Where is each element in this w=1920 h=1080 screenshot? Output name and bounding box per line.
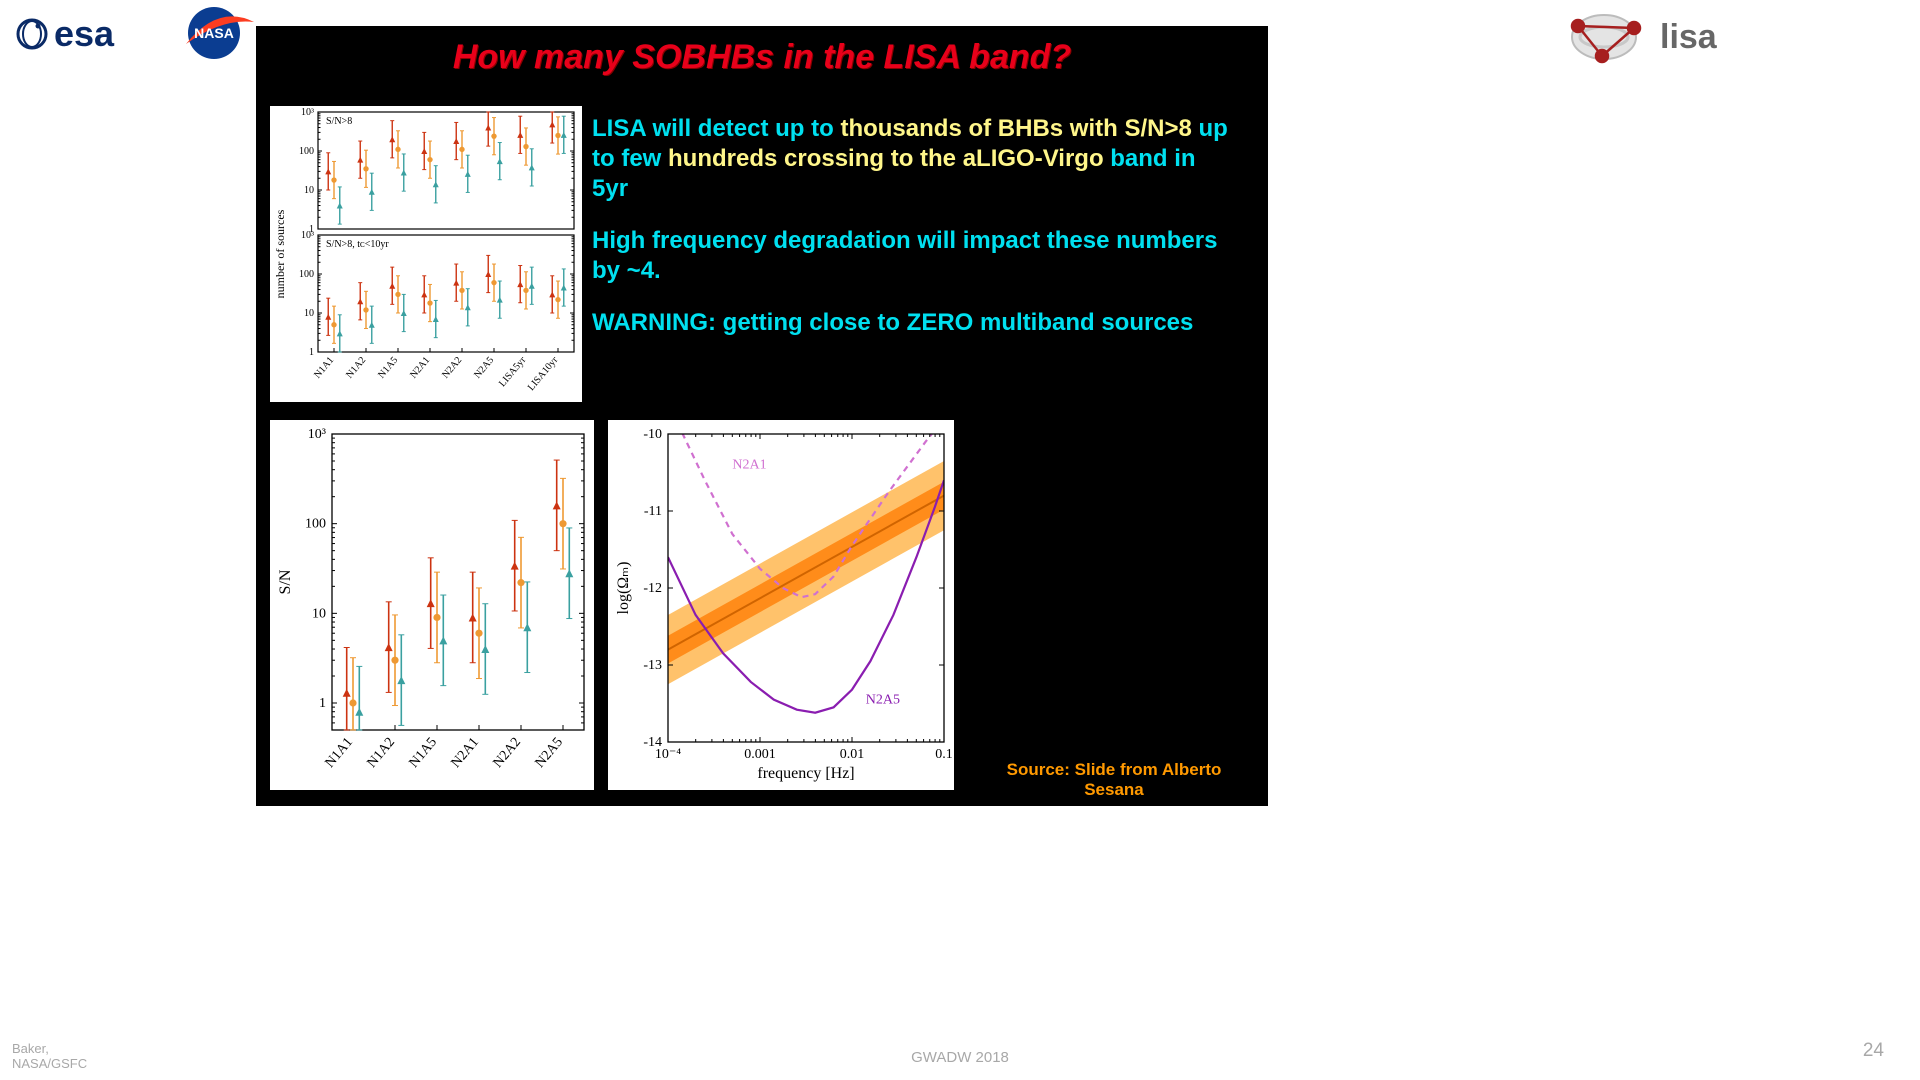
svg-text:N2A1: N2A1 <box>732 458 766 473</box>
svg-text:S/N: S/N <box>277 569 294 594</box>
svg-text:S/N>8, tᴄ<10yr: S/N>8, tᴄ<10yr <box>326 239 389 250</box>
svg-text:N1A5: N1A5 <box>407 735 440 771</box>
svg-text:-13: -13 <box>643 658 662 673</box>
svg-text:100: 100 <box>299 269 314 280</box>
svg-text:0.1: 0.1 <box>935 747 953 762</box>
svg-text:0.001: 0.001 <box>744 747 776 762</box>
svg-text:N2A5: N2A5 <box>472 355 496 381</box>
svg-text:1: 1 <box>319 696 326 711</box>
svg-text:N2A5: N2A5 <box>533 735 566 771</box>
nasa-logo: NASA <box>180 0 256 64</box>
page-number: 24 <box>1863 1040 1884 1062</box>
svg-text:10³: 10³ <box>301 230 314 241</box>
svg-text:N2A1: N2A1 <box>408 355 432 381</box>
chart-top-sources: number of sources11010010³S/N>811010010³… <box>270 106 582 402</box>
chart-omega: N2A1N2A5-14-13-12-11-1010⁻⁴0.0010.010.1l… <box>608 420 954 790</box>
svg-text:N2A2: N2A2 <box>440 355 464 381</box>
main-panel: How many SOBHBs in the LISA band? LISA w… <box>256 26 1268 806</box>
esa-logo-text: esa <box>54 13 115 54</box>
svg-text:-10: -10 <box>643 427 662 442</box>
svg-text:S/N>8: S/N>8 <box>326 116 352 127</box>
svg-text:N1A1: N1A1 <box>312 355 336 381</box>
svg-text:100: 100 <box>299 146 314 157</box>
svg-text:-12: -12 <box>643 581 662 596</box>
svg-text:10: 10 <box>304 308 314 319</box>
svg-text:N1A5: N1A5 <box>376 355 400 381</box>
svg-text:-11: -11 <box>644 504 662 519</box>
svg-text:frequency [Hz]: frequency [Hz] <box>757 765 854 782</box>
svg-text:100: 100 <box>305 517 326 532</box>
svg-text:10³: 10³ <box>301 107 314 118</box>
svg-text:N2A5: N2A5 <box>866 693 900 708</box>
svg-text:log(Ωₘ): log(Ωₘ) <box>615 562 632 615</box>
chart-sn: 1 10 100 10³ S/N N1A1 N1A2 N1A5 N2A1 N2A2 N2A5 <box>270 420 594 790</box>
svg-text:N1A2: N1A2 <box>344 355 368 381</box>
svg-text:NASA: NASA <box>194 25 234 41</box>
footer: Baker,NASA/GSFC GWADW 2018 24 <box>0 1032 1920 1072</box>
svg-text:N2A1: N2A1 <box>449 735 482 771</box>
svg-text:0.01: 0.01 <box>840 747 865 762</box>
footer-event: GWADW 2018 <box>0 1049 1920 1066</box>
source-credit: Source: Slide from Alberto Sesana <box>984 760 1244 800</box>
svg-text:10: 10 <box>304 185 314 196</box>
svg-text:LISA10yr: LISA10yr <box>526 354 561 393</box>
svg-text:number of sources: number of sources <box>273 209 287 298</box>
svg-text:N2A2: N2A2 <box>491 735 524 771</box>
svg-text:N1A1: N1A1 <box>323 735 356 771</box>
svg-text:LISA5yr: LISA5yr <box>497 354 529 389</box>
esa-logo: esa <box>8 6 168 62</box>
svg-text:10⁻⁴: 10⁻⁴ <box>655 747 681 762</box>
body-text: LISA will detect up to thousands of BHBs… <box>592 114 1232 360</box>
svg-text:10³: 10³ <box>308 427 326 442</box>
svg-text:1: 1 <box>309 347 314 358</box>
slide-title: How many SOBHBs in the LISA band? <box>256 38 1268 77</box>
svg-text:10: 10 <box>312 606 326 621</box>
svg-text:lisa: lisa <box>1660 18 1718 56</box>
svg-text:N1A2: N1A2 <box>365 735 398 771</box>
lisa-logo: lisa <box>1560 6 1740 68</box>
